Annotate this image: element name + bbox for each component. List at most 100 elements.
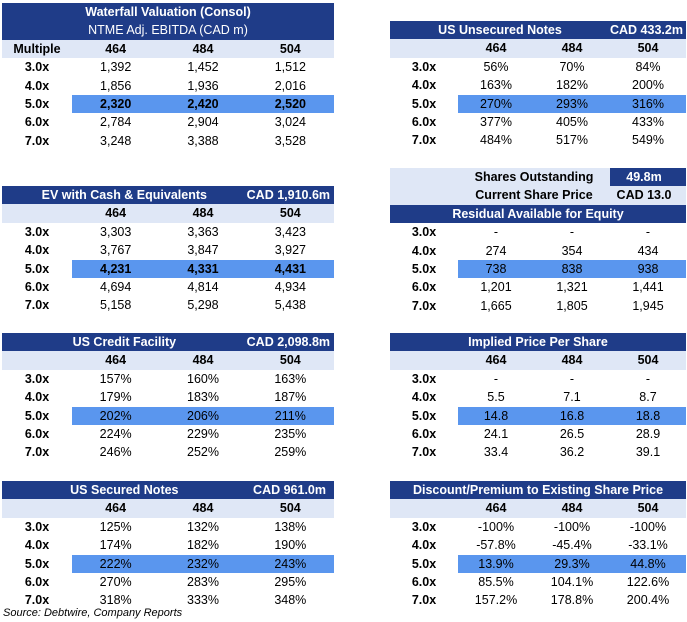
table-cell: 1,452 — [187, 60, 219, 75]
table-row: 3.0x 3,303 3,363 3,423 — [2, 223, 334, 241]
col-header: 464 — [485, 501, 507, 516]
table-cell: 838 — [534, 260, 610, 279]
table-cell: 160% — [187, 371, 219, 386]
multiple-label: 3.0x — [411, 59, 437, 74]
credit-facility-panel: US Credit Facility CAD 2,098.8m 464 484 … — [2, 333, 334, 462]
residual-title: Residual Available for Equity — [452, 206, 624, 221]
table-cell: 4,331 — [159, 259, 247, 279]
table-cell: 295% — [274, 575, 307, 590]
table-cell: - — [569, 371, 575, 386]
table-cell: 178.8% — [550, 593, 594, 608]
table-cell: 122.6% — [626, 575, 670, 590]
table-cell: 24.1 — [483, 427, 509, 442]
valuation-title: Waterfall Valuation (Consol) — [85, 5, 251, 19]
table-row: 6.0x 4,694 4,814 4,934 — [2, 278, 334, 296]
table-cell: 5,298 — [187, 298, 219, 313]
table-row: 4.0x 274 354 434 — [390, 242, 686, 260]
table-row: 4.0x 1,856 1,936 2,016 — [2, 77, 334, 95]
table-row: 5.0x 4,231 4,331 4,431 — [2, 259, 334, 279]
table-cell: 26.5 — [559, 427, 585, 442]
table-cell: - — [645, 371, 651, 386]
table-cell: 2,420 — [159, 95, 247, 114]
shares-outstanding-value: 49.8m — [610, 168, 686, 187]
table-cell: 125% — [99, 519, 132, 534]
table-cell: 3,388 — [187, 133, 219, 148]
col-header: 504 — [637, 353, 659, 368]
table-cell: 104.1% — [550, 575, 594, 590]
source-note: Source: Debtwire, Company Reports — [3, 607, 183, 619]
table-cell: 1,805 — [556, 298, 588, 313]
multiple-label: 5.0x — [411, 262, 437, 277]
ev-cash-title: EV with Cash & Equivalents — [41, 188, 207, 202]
table-row: 5.0x 222% 232% 243% — [2, 554, 334, 574]
multiple-label: 4.0x — [24, 243, 50, 258]
table-cell: 200% — [632, 78, 664, 93]
multiple-label: 7.0x — [24, 445, 50, 460]
table-cell: 7.1 — [563, 390, 581, 405]
multiple-label: 4.0x — [411, 78, 437, 93]
table-cell: 316% — [610, 94, 686, 114]
table-row: 6.0x 224% 229% 235% — [2, 425, 334, 443]
table-cell: 211% — [246, 406, 334, 426]
table-cell: - — [493, 371, 499, 386]
table-cell: 39.1 — [635, 445, 661, 460]
table-row: 4.0x 163% 182% 200% — [390, 76, 686, 94]
table-cell: 1,441 — [632, 280, 664, 295]
table-cell: 182% — [556, 78, 588, 93]
waterfall-valuation-panel: Waterfall Valuation (Consol) NTME Adj. E… — [2, 3, 334, 150]
table-cell: 13.9% — [458, 554, 534, 574]
multiple-label: 4.0x — [24, 78, 50, 93]
implied-price-panel: Implied Price Per Share 464 484 504 3.0x… — [390, 333, 686, 462]
table-row: 3.0x 1,392 1,452 1,512 — [2, 58, 334, 76]
table-cell: 354 — [561, 243, 583, 258]
table-cell: - — [645, 225, 651, 240]
credit-facility-amount: CAD 2,098.8m — [246, 335, 331, 349]
table-cell: 3,303 — [100, 224, 132, 239]
table-row: 5.0x 2,320 2,420 2,520 — [2, 95, 334, 114]
table-cell: 293% — [534, 94, 610, 114]
table-cell: 3,423 — [274, 224, 306, 239]
col-header: 484 — [561, 501, 583, 516]
col-header: 504 — [637, 501, 659, 516]
multiple-label: 7.0x — [24, 298, 50, 313]
table-cell: 274 — [485, 243, 507, 258]
table-cell: -100% — [553, 519, 591, 534]
table-row: 3.0x -100% -100% -100% — [390, 518, 686, 536]
col-header: 484 — [561, 353, 583, 368]
table-row: 7.0x 484% 517% 549% — [390, 131, 686, 149]
multiple-label: 5.0x — [24, 97, 50, 112]
discount-title: Discount/Premium to Existing Share Price — [412, 483, 664, 497]
table-cell: 200.4% — [626, 593, 670, 608]
col-header: 464 — [485, 353, 507, 368]
multiple-label: 4.0x — [411, 390, 437, 405]
table-cell: 3,847 — [187, 243, 219, 258]
col-header: 504 — [637, 41, 659, 56]
multiple-label: 3.0x — [411, 371, 437, 386]
table-cell: 132% — [187, 519, 219, 534]
multiple-label: 3.0x — [24, 519, 50, 534]
table-cell: 70% — [559, 59, 585, 74]
table-cell: 84% — [635, 59, 661, 74]
table-cell: 182% — [187, 538, 219, 553]
table-cell: -100% — [629, 519, 667, 534]
table-row: 3.0x 125% 132% 138% — [2, 518, 334, 536]
col-header: 464 — [485, 41, 507, 56]
multiple-label: 6.0x — [24, 280, 50, 295]
residual-panel: Shares Outstanding 49.8m Current Share P… — [390, 168, 686, 315]
table-cell: 2,784 — [100, 115, 132, 130]
multiple-label: 7.0x — [411, 298, 437, 313]
table-row: 6.0x 24.1 26.5 28.9 — [390, 425, 686, 443]
table-row: 4.0x 3,767 3,847 3,927 — [2, 241, 334, 259]
share-price-value: CAD 13.0 — [610, 186, 686, 205]
table-cell: 4,431 — [246, 259, 334, 279]
ev-cash-amount: CAD 1,910.6m — [246, 188, 331, 202]
table-cell: 3,024 — [274, 115, 306, 130]
table-cell: 252% — [187, 445, 219, 460]
table-cell: 3,767 — [100, 243, 132, 258]
multiple-label: 3.0x — [24, 224, 50, 239]
table-row: 3.0x - - - — [390, 370, 686, 388]
col-header: 484 — [561, 41, 583, 56]
table-row: 3.0x 56% 70% 84% — [390, 58, 686, 76]
table-row: 7.0x 157.2% 178.8% 200.4% — [390, 591, 686, 609]
table-cell: 5.5 — [487, 390, 505, 405]
